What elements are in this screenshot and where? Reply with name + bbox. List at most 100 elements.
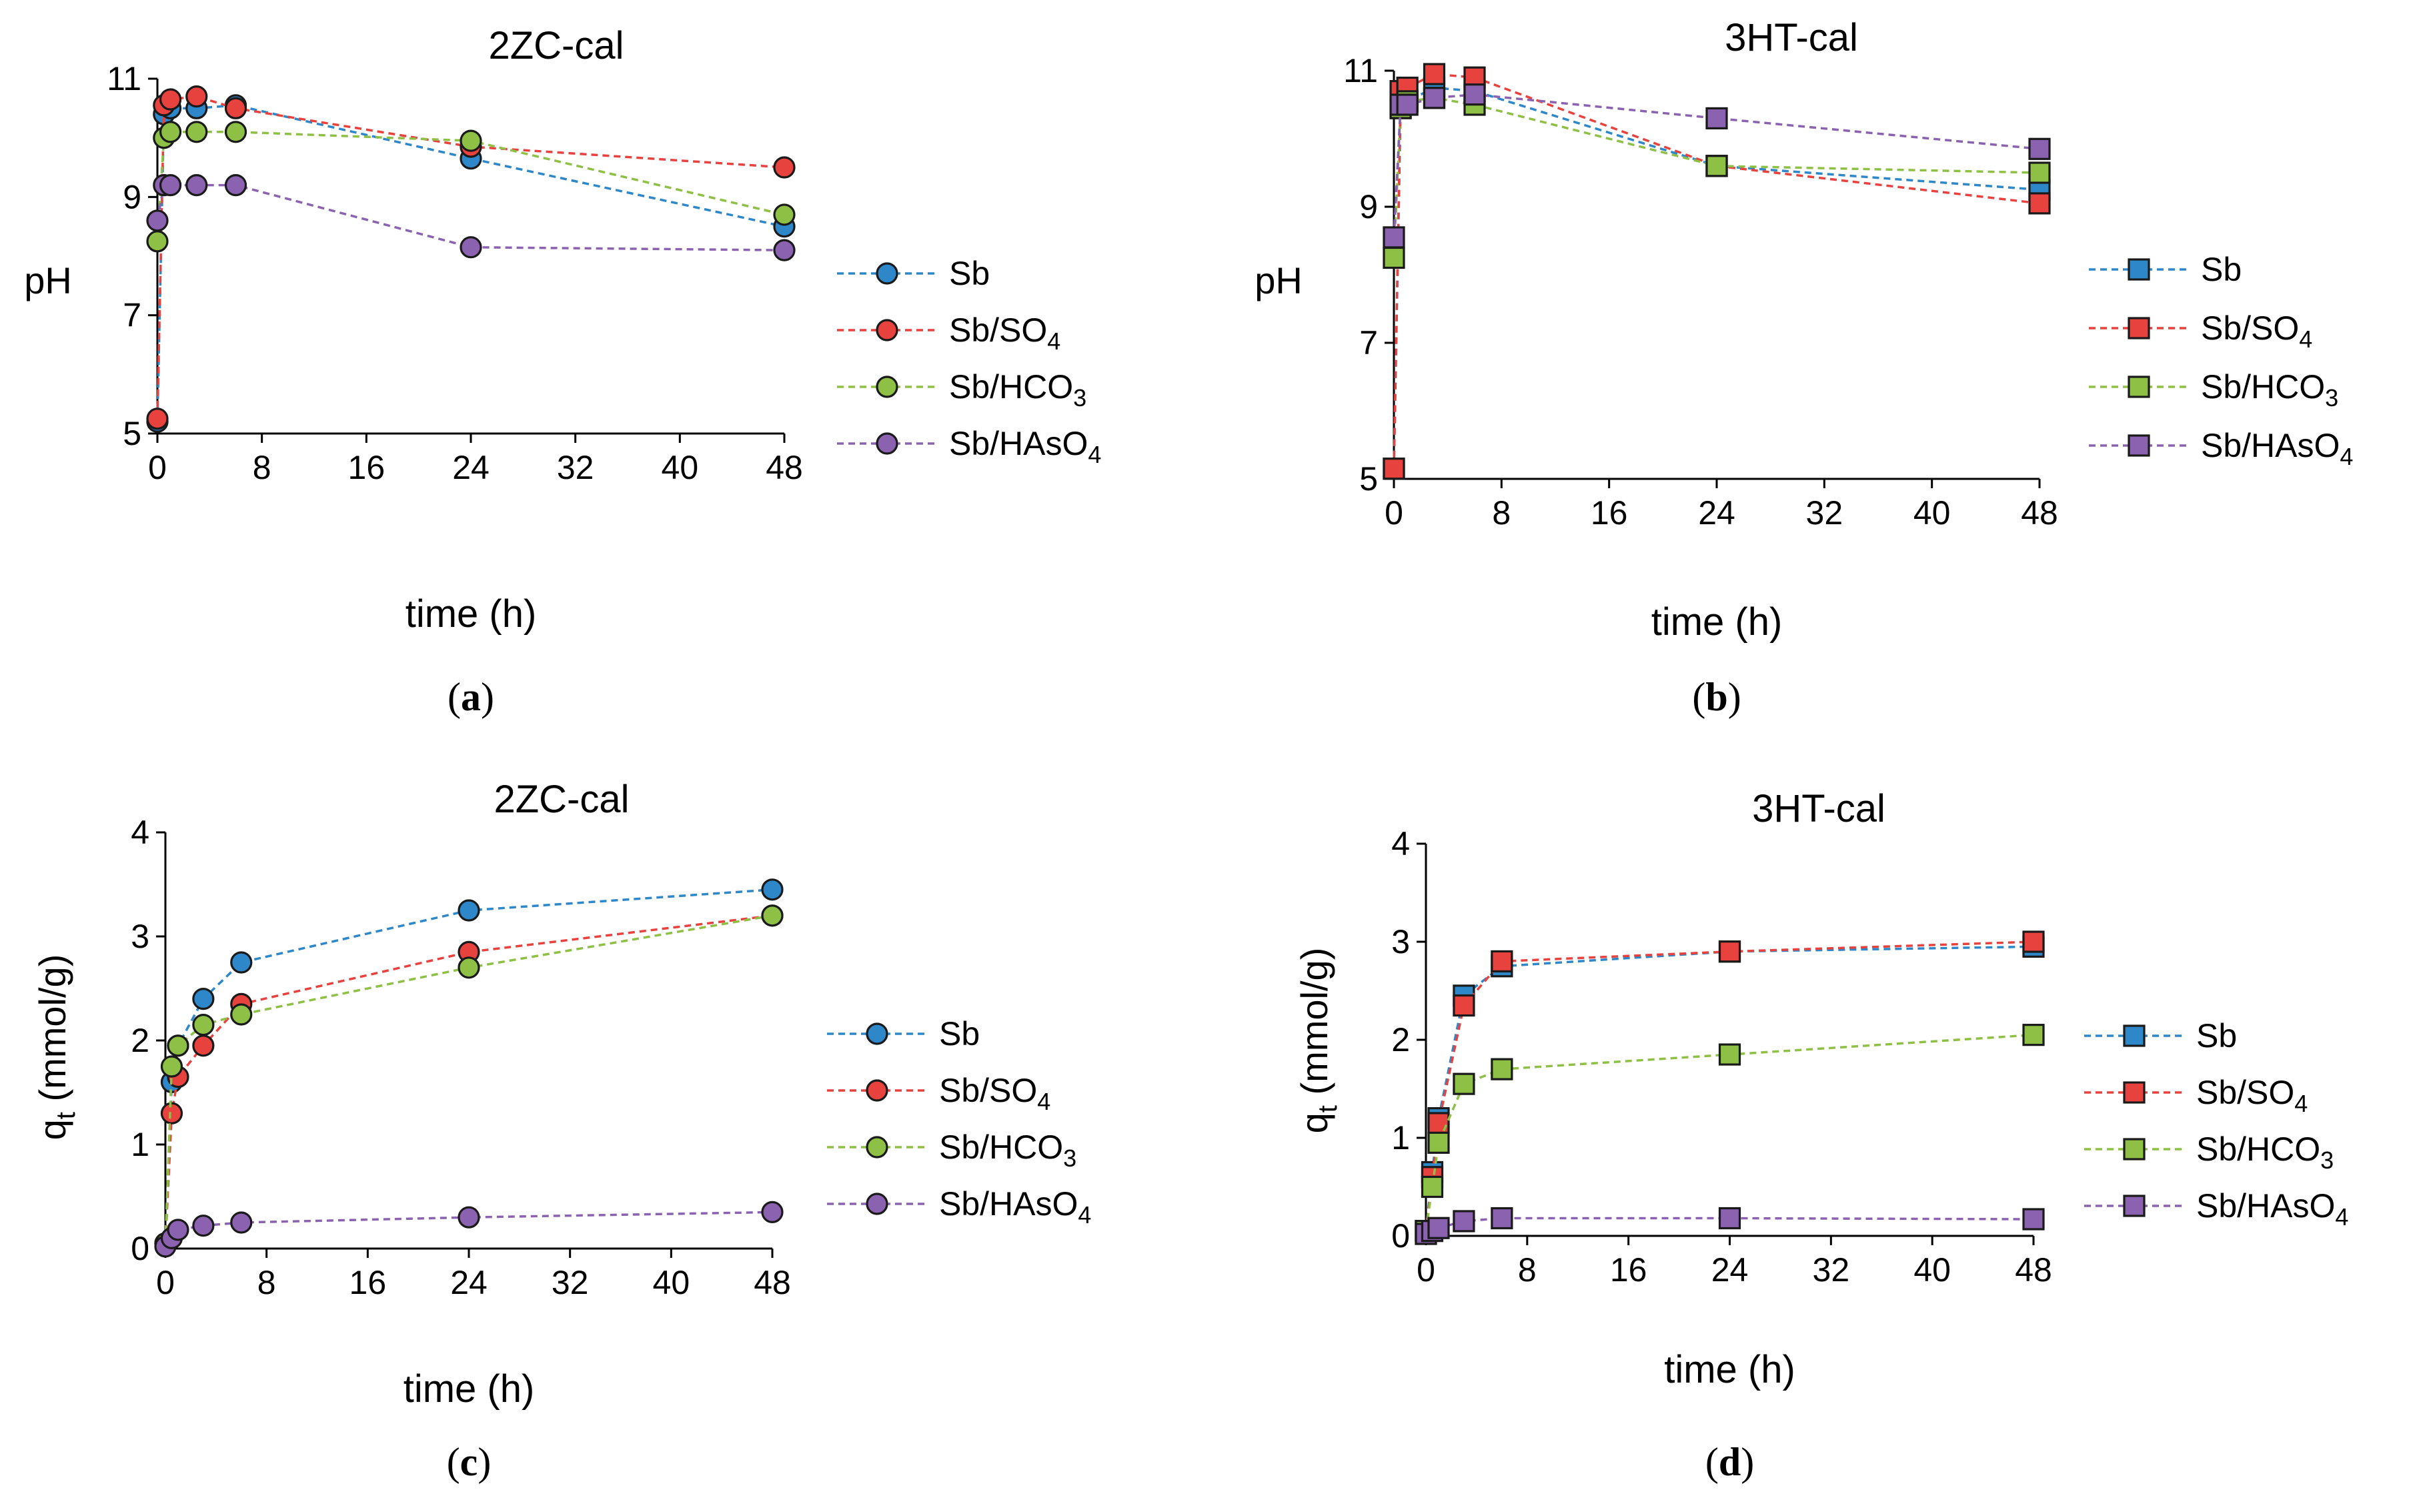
legend-marker bbox=[876, 432, 898, 455]
data-point bbox=[1383, 226, 1405, 249]
legend-entry: Sb/HAsO4 bbox=[827, 1185, 1091, 1229]
legend-entry: Sb/SO4 bbox=[2084, 1074, 2308, 1117]
x-tick-label: 0 bbox=[1417, 1251, 1435, 1289]
x-tick-label: 0 bbox=[1385, 494, 1403, 532]
x-axis-label: time (h) bbox=[404, 1367, 535, 1411]
legend-marker bbox=[866, 1022, 888, 1045]
legend-marker bbox=[2123, 1138, 2146, 1161]
data-point bbox=[1718, 940, 1741, 963]
legend-label: Sb/HAsO4 bbox=[2196, 1187, 2348, 1231]
x-tick-label: 16 bbox=[1591, 494, 1628, 532]
legend-marker bbox=[2123, 1024, 2146, 1047]
legend-label: Sb/HCO3 bbox=[2196, 1130, 2334, 1174]
data-point bbox=[1705, 155, 1728, 177]
series-line bbox=[1425, 940, 2034, 1231]
y-axis-label: pH bbox=[1255, 259, 1303, 301]
series-sb-haso4 bbox=[1415, 1207, 2045, 1245]
y-axis-label: qt (mmol/g) bbox=[1293, 948, 1343, 1134]
series-line bbox=[1425, 945, 2034, 1231]
legend-marker bbox=[2123, 1195, 2146, 1217]
x-tick-label: 40 bbox=[1913, 1251, 1951, 1289]
data-point bbox=[230, 1003, 253, 1026]
x-tick-label: 32 bbox=[1813, 1251, 1850, 1289]
chart-title: 2ZC-cal bbox=[488, 24, 624, 67]
legend-label: Sb/SO4 bbox=[2201, 309, 2312, 353]
legend-label: Sb/HAsO4 bbox=[939, 1185, 1091, 1229]
panel-a: 5 7 9 11 0 8 16 24 32 40 48 2ZC-cal time (h) pH Sb Sb/S… bbox=[24, 24, 1101, 719]
y-tick-label: 9 bbox=[1359, 188, 1378, 225]
data-point bbox=[1383, 458, 1405, 480]
data-point bbox=[460, 129, 482, 152]
x-tick-label: 16 bbox=[348, 449, 385, 486]
series-sb-hco3 bbox=[146, 121, 796, 253]
x-axis-label: time (h) bbox=[406, 592, 537, 636]
data-point bbox=[2022, 1208, 2045, 1231]
legend: Sb Sb/SO4 Sb/HCO3 Sb/HAsO4 bbox=[2084, 1017, 2348, 1231]
legend: Sb Sb/SO4 Sb/HCO3 Sb/HAsO4 bbox=[837, 255, 1101, 468]
legend-entry: Sb/HCO3 bbox=[2084, 1130, 2334, 1174]
legend-marker bbox=[876, 262, 898, 285]
data-point bbox=[773, 203, 796, 226]
legend-label: Sb/HCO3 bbox=[2201, 368, 2338, 412]
legend-label: Sb bbox=[939, 1015, 980, 1052]
legend-label: Sb bbox=[2196, 1017, 2237, 1054]
x-tick-label: 48 bbox=[2015, 1251, 2052, 1289]
x-axis-label: time (h) bbox=[1664, 1348, 1795, 1391]
data-point bbox=[2028, 192, 2051, 215]
legend-label: Sb/SO4 bbox=[2196, 1074, 2308, 1117]
chart-title: 2ZC-cal bbox=[494, 778, 629, 821]
data-point bbox=[185, 121, 208, 143]
y-tick-label: 0 bbox=[1391, 1217, 1410, 1255]
legend-label: Sb/HAsO4 bbox=[949, 425, 1101, 468]
data-point bbox=[1491, 1058, 1513, 1080]
data-point bbox=[192, 1013, 215, 1036]
x-tick-label: 40 bbox=[1913, 494, 1951, 532]
x-tick-label: 40 bbox=[653, 1264, 690, 1301]
panel-caption: (c) bbox=[447, 1440, 492, 1484]
data-point bbox=[1453, 994, 1475, 1017]
legend-marker bbox=[2128, 434, 2150, 457]
data-point bbox=[192, 1215, 215, 1237]
legend-marker bbox=[2128, 258, 2150, 281]
y-tick-label: 2 bbox=[1391, 1021, 1410, 1058]
legend-entry: Sb/SO4 bbox=[827, 1072, 1050, 1115]
legend-entry: Sb/HAsO4 bbox=[2084, 1187, 2348, 1231]
data-point bbox=[2022, 1024, 2045, 1046]
data-point bbox=[160, 1102, 183, 1124]
data-point bbox=[1427, 1217, 1450, 1239]
legend-label: Sb bbox=[949, 255, 990, 292]
x-tick-label: 0 bbox=[148, 449, 167, 486]
data-point bbox=[1718, 1043, 1741, 1066]
y-tick-label: 3 bbox=[1391, 923, 1410, 960]
legend-entry: Sb/HAsO4 bbox=[837, 425, 1101, 468]
x-tick-label: 0 bbox=[156, 1264, 175, 1301]
x-axis-label: time (h) bbox=[1651, 600, 1783, 644]
data-point bbox=[1705, 107, 1728, 129]
data-point bbox=[1423, 87, 1446, 109]
x-tick-label: 48 bbox=[766, 449, 803, 486]
legend-entry: Sb/HAsO4 bbox=[2089, 427, 2353, 470]
data-point bbox=[2028, 137, 2051, 160]
legend-label: Sb/HAsO4 bbox=[2201, 427, 2353, 470]
data-point bbox=[159, 174, 182, 197]
y-tick-label: 11 bbox=[107, 60, 141, 97]
x-tick-label: 24 bbox=[1698, 494, 1735, 532]
data-point bbox=[224, 121, 247, 143]
data-point bbox=[1463, 83, 1486, 106]
data-point bbox=[159, 121, 182, 143]
chart-title: 3HT-cal bbox=[1752, 787, 1885, 830]
series-sb-haso4 bbox=[154, 1201, 784, 1258]
series-sb bbox=[1415, 935, 2045, 1243]
y-tick-label: 0 bbox=[131, 1230, 149, 1267]
data-point bbox=[458, 956, 480, 979]
y-tick-label: 1 bbox=[131, 1126, 149, 1163]
legend-marker bbox=[2128, 375, 2150, 398]
series-line bbox=[1393, 86, 2040, 469]
data-point bbox=[192, 987, 215, 1010]
data-point bbox=[1383, 246, 1405, 269]
data-point bbox=[1427, 1112, 1450, 1135]
data-point bbox=[761, 904, 784, 927]
panel-caption: (d) bbox=[1705, 1440, 1754, 1484]
